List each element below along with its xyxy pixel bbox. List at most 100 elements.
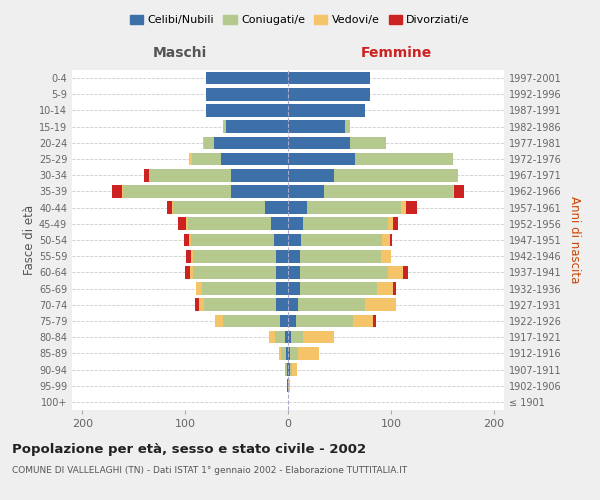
Bar	[301, 234, 382, 246]
Bar	[275, 250, 288, 262]
Text: Popolazione per età, sesso e stato civile - 2002: Popolazione per età, sesso e stato civil…	[12, 442, 366, 456]
Bar	[191, 250, 193, 262]
Bar	[281, 347, 286, 360]
Bar	[401, 202, 406, 214]
Bar	[304, 331, 334, 344]
Bar	[403, 266, 409, 278]
Bar	[189, 234, 191, 246]
Bar	[452, 185, 454, 198]
Bar	[223, 120, 226, 133]
Bar	[406, 202, 416, 214]
Bar	[365, 298, 396, 311]
Bar	[206, 72, 288, 85]
Bar	[388, 218, 393, 230]
Bar	[288, 136, 350, 149]
Bar	[232, 169, 288, 181]
Text: Femmine: Femmine	[361, 46, 431, 60]
Bar	[196, 298, 199, 311]
Bar	[186, 218, 188, 230]
Bar	[223, 314, 280, 328]
Bar	[190, 266, 193, 278]
Bar	[271, 218, 288, 230]
Bar	[324, 185, 452, 198]
Bar	[279, 347, 281, 360]
Bar	[203, 136, 214, 149]
Bar	[215, 314, 223, 328]
Bar	[206, 88, 288, 101]
Bar	[206, 104, 288, 117]
Bar	[172, 202, 173, 214]
Bar	[221, 152, 288, 166]
Bar	[193, 152, 221, 166]
Y-axis label: Fasce di età: Fasce di età	[23, 205, 36, 275]
Bar	[288, 185, 324, 198]
Bar	[173, 202, 265, 214]
Bar	[288, 88, 370, 101]
Bar	[288, 152, 355, 166]
Bar	[380, 250, 391, 262]
Bar	[288, 266, 301, 278]
Bar	[377, 282, 393, 295]
Bar	[275, 331, 285, 344]
Bar	[288, 104, 365, 117]
Bar	[124, 185, 232, 198]
Bar	[296, 314, 353, 328]
Bar	[193, 250, 275, 262]
Bar	[275, 282, 288, 295]
Bar	[288, 331, 291, 344]
Bar	[393, 282, 396, 295]
Bar	[344, 120, 350, 133]
Bar	[226, 120, 288, 133]
Text: Maschi: Maschi	[153, 46, 207, 60]
Bar	[290, 363, 292, 376]
Bar	[203, 298, 275, 311]
Bar	[288, 202, 307, 214]
Bar	[288, 120, 344, 133]
Bar	[454, 185, 464, 198]
Bar	[290, 347, 298, 360]
Bar	[280, 314, 288, 328]
Bar	[288, 72, 370, 85]
Bar	[288, 282, 301, 295]
Bar	[382, 234, 390, 246]
Bar	[373, 314, 376, 328]
Bar	[288, 298, 298, 311]
Bar	[269, 331, 275, 344]
Bar	[199, 298, 203, 311]
Bar	[178, 218, 186, 230]
Bar	[191, 234, 274, 246]
Bar	[288, 250, 301, 262]
Bar	[112, 185, 122, 198]
Bar	[184, 234, 189, 246]
Bar	[285, 363, 287, 376]
Legend: Celibi/Nubili, Coniugati/e, Vedovi/e, Divorziati/e: Celibi/Nubili, Coniugati/e, Vedovi/e, Di…	[125, 10, 475, 30]
Bar	[232, 185, 288, 198]
Bar	[196, 282, 202, 295]
Y-axis label: Anni di nascita: Anni di nascita	[568, 196, 581, 284]
Text: COMUNE DI VALLELAGHI (TN) - Dati ISTAT 1° gennaio 2002 - Elaborazione TUTTITALIA: COMUNE DI VALLELAGHI (TN) - Dati ISTAT 1…	[12, 466, 407, 475]
Bar	[307, 202, 401, 214]
Bar	[285, 331, 288, 344]
Bar	[291, 331, 304, 344]
Bar	[292, 363, 297, 376]
Bar	[288, 380, 290, 392]
Bar	[393, 218, 398, 230]
Bar	[288, 347, 290, 360]
Bar	[189, 152, 193, 166]
Bar	[274, 234, 288, 246]
Bar	[202, 282, 275, 295]
Bar	[188, 218, 271, 230]
Bar	[286, 347, 288, 360]
Bar	[298, 298, 365, 311]
Bar	[301, 282, 377, 295]
Bar	[265, 202, 288, 214]
Bar	[301, 266, 388, 278]
Bar	[288, 218, 304, 230]
Bar	[287, 363, 288, 376]
Bar	[390, 234, 392, 246]
Bar	[186, 250, 191, 262]
Bar	[288, 363, 290, 376]
Bar	[388, 266, 403, 278]
Bar	[334, 169, 458, 181]
Bar	[353, 314, 373, 328]
